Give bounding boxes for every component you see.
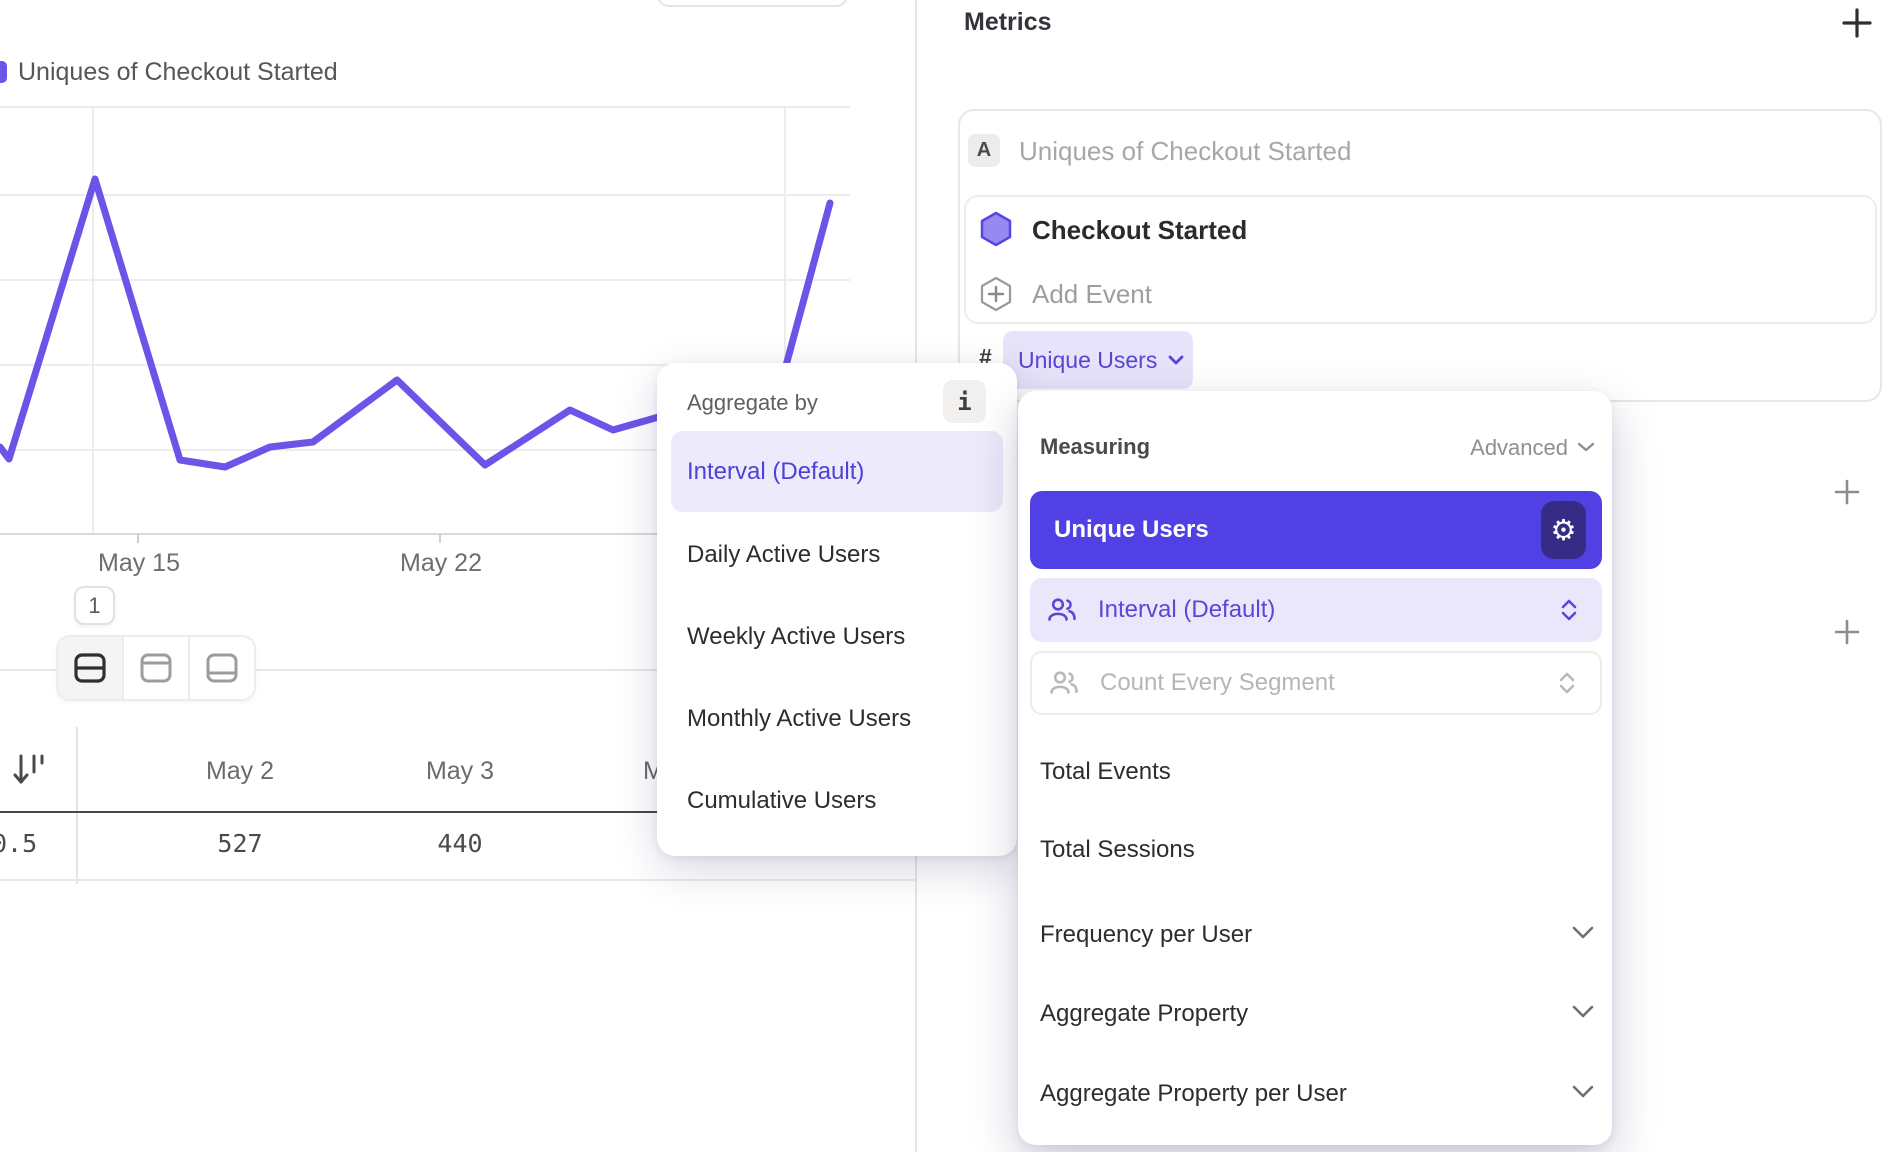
aggregate-by-popup: Aggregate by i Interval (Default) Daily … (657, 363, 1017, 856)
measurement-chip[interactable]: Unique Users (1003, 331, 1193, 389)
menu-item-weekly-active-users[interactable]: Weekly Active Users (687, 623, 906, 650)
unfold-icon (1559, 672, 1575, 694)
layout-chart-top-button[interactable] (122, 637, 188, 699)
users-icon (1048, 598, 1076, 621)
metrics-section-title: Metrics (964, 8, 1052, 36)
event-name[interactable]: Checkout Started (1032, 215, 1248, 245)
layout-split-button[interactable] (58, 637, 122, 699)
legend-swatch (0, 61, 7, 83)
selected-option-label: Unique Users (1054, 516, 1209, 543)
chevron-down-icon[interactable] (1571, 1004, 1595, 1020)
table-header-may3[interactable]: May 3 (425, 757, 495, 785)
measuring-option-interval[interactable]: Interval (Default) (1030, 578, 1602, 642)
add-event-button[interactable]: Add Event (1032, 279, 1152, 309)
table-cell: 440 (437, 829, 483, 858)
info-icon[interactable]: i (943, 380, 986, 423)
split-horizontal-icon (74, 653, 106, 683)
cropped-toolbar-box (657, 0, 848, 7)
metric-name-input[interactable]: Uniques of Checkout Started (1019, 136, 1352, 166)
table-cell-partial: 0.5 (0, 829, 38, 858)
segment-count-badge[interactable]: 1 (74, 586, 115, 625)
chevron-down-icon (1168, 355, 1184, 365)
menu-item-daily-active-users[interactable]: Daily Active Users (687, 541, 881, 568)
measuring-option-total-sessions[interactable]: Total Sessions (1040, 836, 1195, 863)
advanced-toggle[interactable]: Advanced (1470, 435, 1568, 460)
measuring-option-frequency-per-user[interactable]: Frequency per User (1040, 921, 1253, 948)
menu-item-monthly-active-users[interactable]: Monthly Active Users (687, 705, 912, 732)
chevron-down-icon[interactable] (1571, 1084, 1595, 1100)
layout-table-bottom-button[interactable] (188, 637, 254, 699)
measuring-popup: Measuring Advanced Unique Users ⚙ Interv… (1018, 391, 1612, 1145)
metric-card: A Uniques of Checkout Started Checkout S… (958, 109, 1882, 402)
split-bottom-icon (206, 653, 238, 683)
aggregate-by-title: Aggregate by (687, 390, 818, 415)
menu-item-label: Interval (Default) (687, 457, 865, 485)
x-tick-label: May 15 (98, 549, 180, 577)
measuring-option-unique-users[interactable]: Unique Users ⚙ (1030, 491, 1602, 569)
gear-icon[interactable]: ⚙ (1541, 501, 1586, 559)
layout-toggle-group (56, 635, 256, 701)
metric-letter-badge: A (968, 134, 1000, 167)
menu-item-cumulative-users[interactable]: Cumulative Users (687, 787, 877, 814)
table-cell: 527 (217, 829, 263, 858)
table-header-may2[interactable]: May 2 (205, 757, 275, 785)
event-card: Checkout Started Add Event (964, 195, 1877, 324)
measuring-option-count-every-segment[interactable]: Count Every Segment (1030, 651, 1602, 715)
chevron-down-icon[interactable] (1576, 441, 1596, 453)
segment-option-label: Count Every Segment (1100, 669, 1335, 696)
users-icon (1050, 671, 1078, 694)
table-column-separator (76, 727, 78, 884)
add-filter-icon[interactable] (1832, 477, 1862, 507)
add-event-hexagon-icon (980, 276, 1012, 312)
measurement-chip-label: Unique Users (1018, 346, 1158, 373)
chevron-down-icon[interactable] (1571, 925, 1595, 941)
toolbar-divider (0, 669, 915, 671)
unfold-icon (1561, 599, 1577, 621)
measuring-option-aggregate-property[interactable]: Aggregate Property (1040, 1000, 1249, 1027)
x-tick-label: May 22 (400, 549, 482, 577)
add-breakdown-icon[interactable] (1832, 617, 1862, 647)
table-header-border (0, 811, 915, 813)
menu-item-interval-default[interactable]: Interval (Default) (671, 431, 1003, 512)
event-hexagon-icon (980, 211, 1012, 247)
measuring-title: Measuring (1040, 434, 1151, 459)
legend-item[interactable]: Uniques of Checkout Started (18, 58, 338, 86)
sort-icon[interactable] (12, 748, 46, 790)
add-metric-icon[interactable] (1840, 6, 1874, 40)
measuring-option-total-events[interactable]: Total Events (1040, 758, 1171, 785)
table-row-border (0, 879, 915, 881)
measuring-option-aggregate-property-per-user[interactable]: Aggregate Property per User (1040, 1080, 1347, 1107)
split-top-icon (140, 653, 172, 683)
interval-option-label: Interval (Default) (1098, 596, 1276, 623)
